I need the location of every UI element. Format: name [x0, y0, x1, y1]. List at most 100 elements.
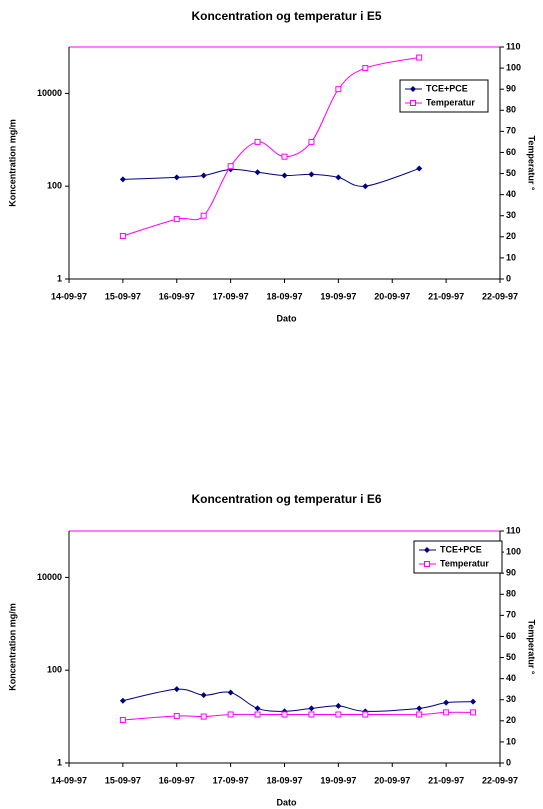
x-tick-label: 16-09-97 [159, 291, 195, 301]
y2-tick-label: 20 [506, 715, 516, 725]
chart-title: Koncentration og temperatur i E5 [191, 9, 381, 23]
x-tick-label: 20-09-97 [374, 291, 410, 301]
x-tick-label: 19-09-97 [320, 775, 356, 785]
marker [335, 174, 342, 181]
marker [416, 705, 423, 712]
y2-tick-label: 100 [506, 62, 521, 72]
y-axis-label: Koncentration mg/m [7, 119, 17, 207]
marker [362, 65, 369, 72]
marker [281, 153, 288, 160]
marker [200, 212, 207, 219]
legend-marker [424, 547, 430, 553]
x-tick-label: 15-09-97 [105, 291, 141, 301]
marker [308, 711, 315, 718]
y2-tick-label: 90 [506, 568, 516, 578]
marker [119, 716, 126, 723]
marker [119, 697, 126, 704]
x-tick-label: 16-09-97 [159, 775, 195, 785]
x-tick-label: 17-09-97 [213, 291, 249, 301]
x-tick-label: 17-09-97 [213, 775, 249, 785]
y2-tick-label: 10 [506, 252, 516, 262]
marker [227, 711, 234, 718]
marker [335, 86, 342, 93]
y2-tick-label: 80 [506, 105, 516, 115]
y-tick-label: 1 [57, 273, 62, 283]
marker [416, 711, 423, 718]
legend-label: Temperatur [426, 97, 475, 107]
x-tick-label: 18-09-97 [266, 291, 302, 301]
marker [254, 705, 261, 712]
marker [254, 711, 261, 718]
y2-tick-label: 10 [506, 736, 516, 746]
x-tick-label: 22-09-97 [482, 291, 518, 301]
marker [416, 165, 423, 172]
marker [308, 138, 315, 145]
y2-tick-label: 30 [506, 694, 516, 704]
marker [416, 54, 423, 61]
marker [362, 183, 369, 190]
legend-marker [410, 86, 416, 92]
marker [173, 712, 180, 719]
legend-box [413, 540, 503, 574]
marker [200, 692, 207, 699]
y2-tick-label: 60 [506, 147, 516, 157]
y2-tick-label: 80 [506, 589, 516, 599]
marker [281, 172, 288, 179]
y2-tick-label: 40 [506, 673, 516, 683]
marker [254, 138, 261, 145]
x-axis-label: Dato [277, 797, 298, 807]
y2-tick-label: 0 [506, 273, 511, 283]
y2-tick-label: 40 [506, 189, 516, 199]
y2-tick-label: 90 [506, 84, 516, 94]
y-axis-label: Koncentration mg/m [7, 603, 17, 691]
y2-tick-label: 100 [506, 546, 521, 556]
x-tick-label: 22-09-97 [482, 775, 518, 785]
marker [173, 174, 180, 181]
y2-axis-label: Temperatur ° [527, 620, 537, 675]
legend-label: TCE+PCE [426, 83, 468, 93]
legend-marker [410, 100, 416, 106]
y2-axis-label: Temperatur ° [527, 136, 537, 191]
y-tick-label: 1 [57, 757, 62, 767]
y2-tick-label: 50 [506, 652, 516, 662]
marker [200, 172, 207, 179]
y-tick-label: 10000 [37, 572, 62, 582]
marker [227, 163, 234, 170]
x-tick-label: 18-09-97 [266, 775, 302, 785]
marker [308, 171, 315, 178]
y2-tick-label: 30 [506, 210, 516, 220]
y2-tick-label: 50 [506, 168, 516, 178]
x-axis-label: Dato [277, 313, 298, 323]
y-tick-label: 10000 [37, 88, 62, 98]
y-tick-label: 100 [47, 181, 62, 191]
x-tick-label: 14-09-97 [51, 291, 87, 301]
legend-box [399, 79, 489, 113]
legend-label: TCE+PCE [440, 544, 482, 554]
marker [173, 686, 180, 693]
series-line [122, 168, 420, 187]
y2-tick-label: 0 [506, 757, 511, 767]
marker [443, 709, 450, 716]
x-tick-label: 14-09-97 [51, 775, 87, 785]
marker [119, 176, 126, 183]
legend-label: Temperatur [440, 558, 489, 568]
y2-tick-label: 60 [506, 631, 516, 641]
marker [227, 689, 234, 696]
marker [308, 705, 315, 712]
x-tick-label: 21-09-97 [428, 291, 464, 301]
y-tick-label: 100 [47, 665, 62, 675]
marker [362, 711, 369, 718]
y2-tick-label: 70 [506, 126, 516, 136]
x-tick-label: 20-09-97 [374, 775, 410, 785]
marker [200, 713, 207, 720]
marker [173, 216, 180, 223]
marker [281, 711, 288, 718]
y2-tick-label: 20 [506, 231, 516, 241]
marker [254, 169, 261, 176]
marker [119, 232, 126, 239]
y2-tick-label: 110 [506, 525, 521, 535]
y2-tick-label: 70 [506, 610, 516, 620]
marker [470, 709, 477, 716]
marker [470, 698, 477, 705]
